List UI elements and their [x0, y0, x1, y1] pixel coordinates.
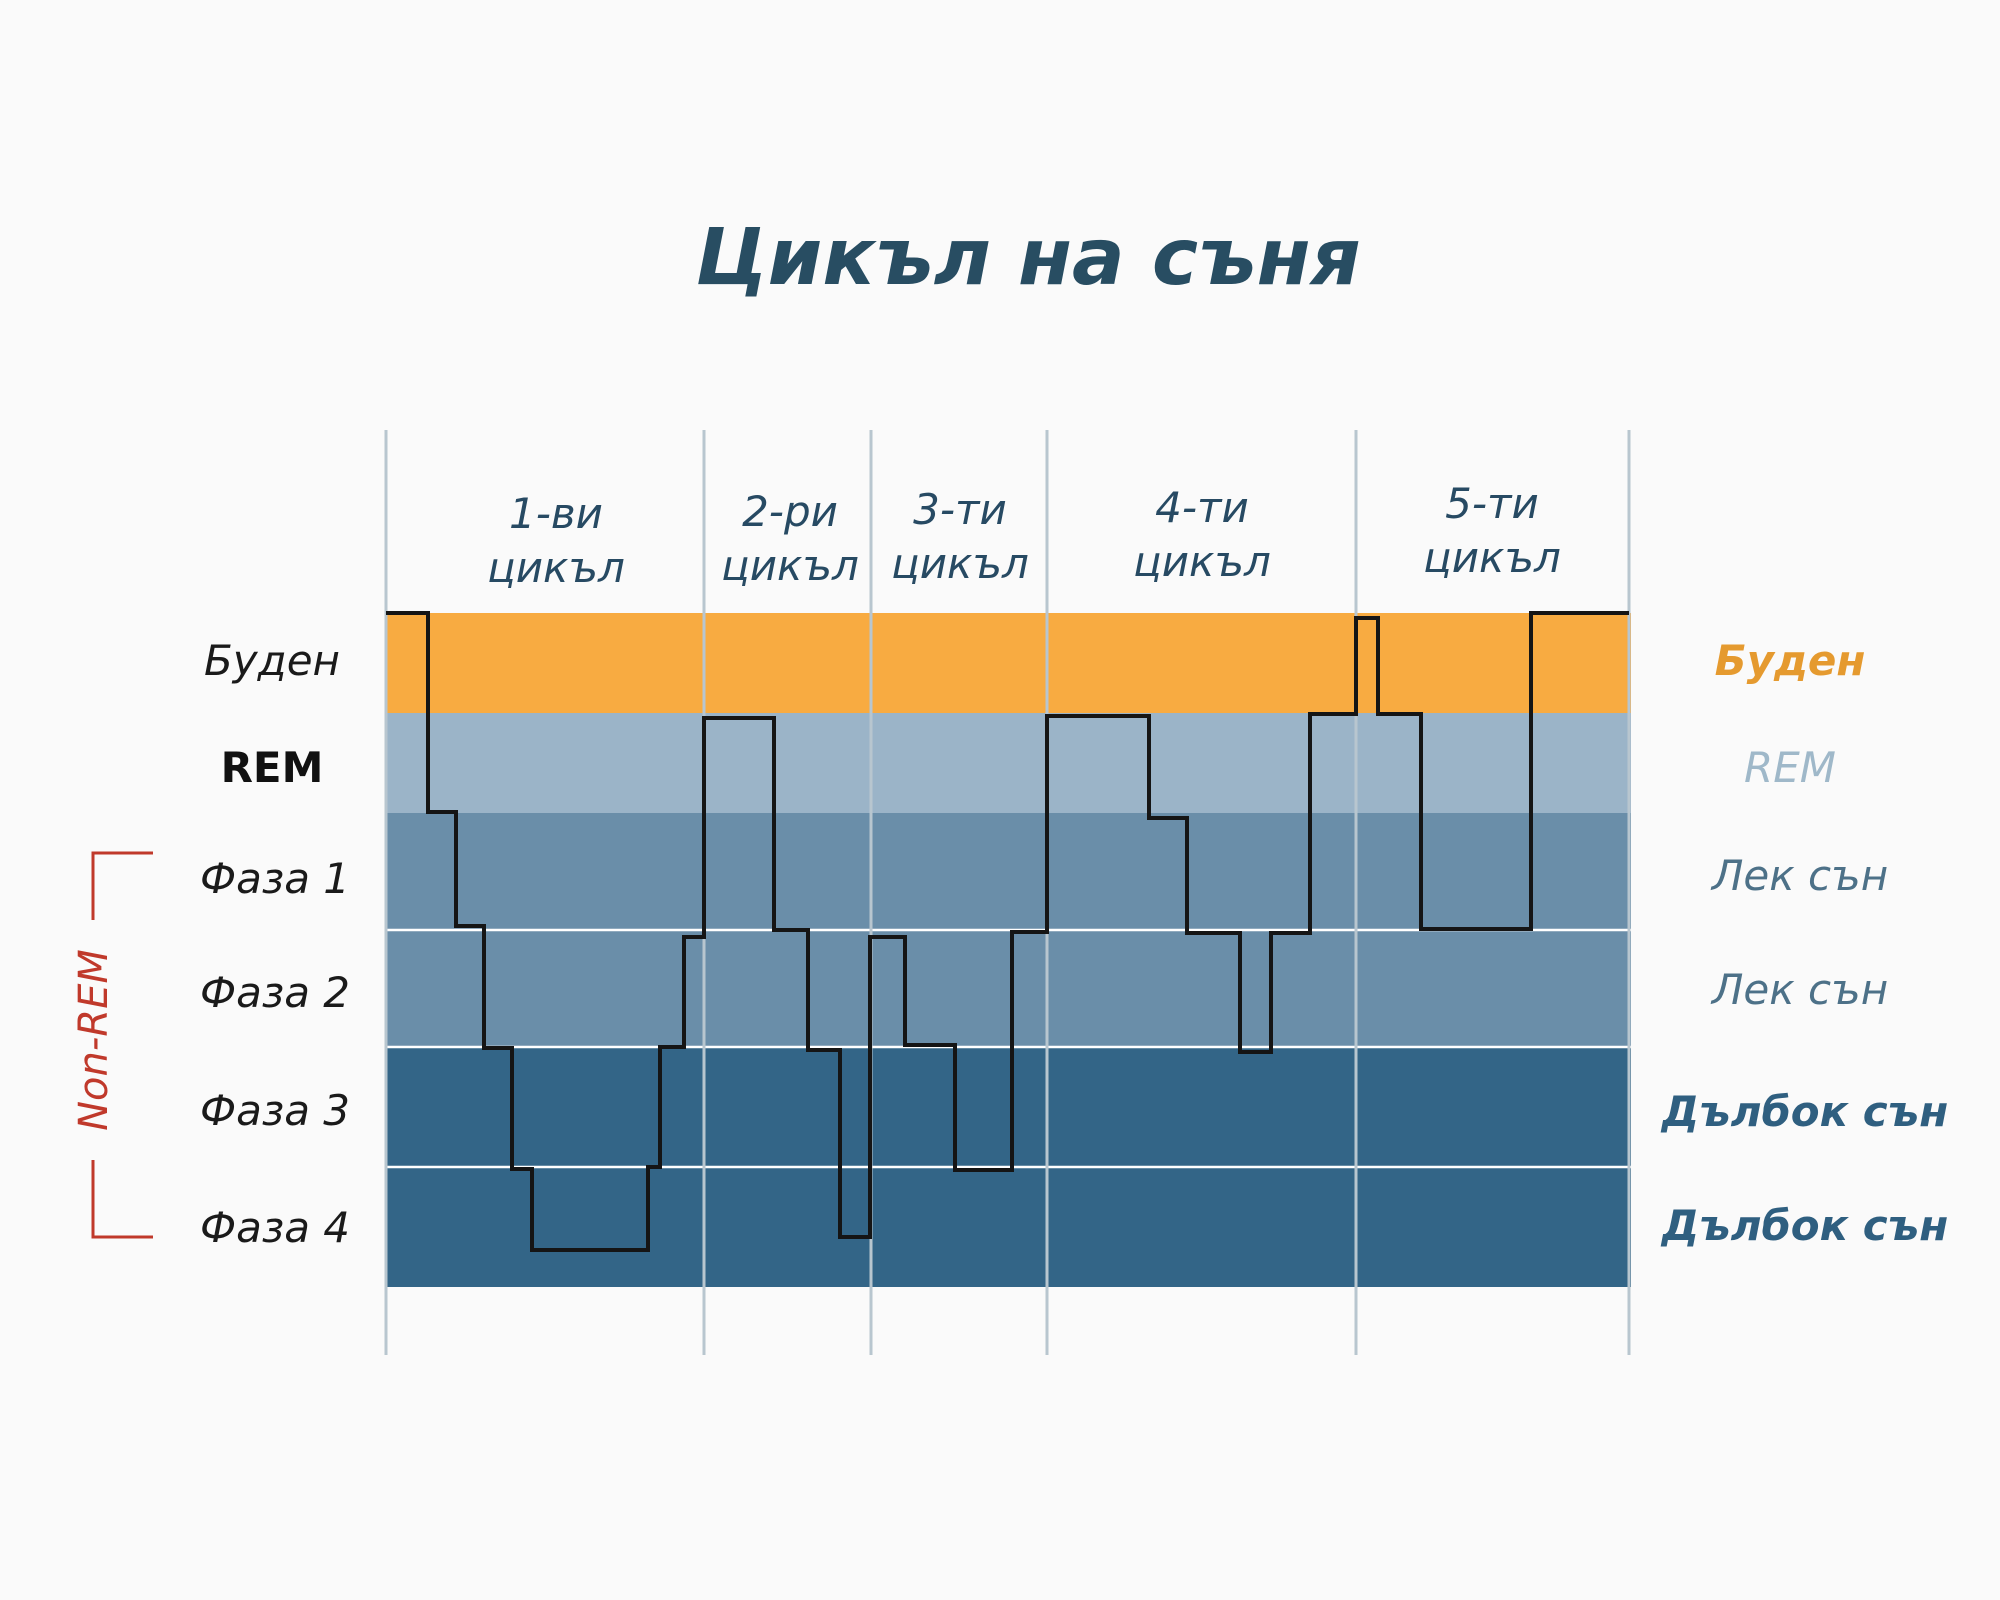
cycle-1-label-line1: 1-ви	[509, 489, 603, 538]
band-awake	[386, 613, 1631, 713]
band-rem	[386, 713, 1631, 813]
hypnogram-line	[386, 611, 1629, 1252]
page-title: Цикъл на съня	[695, 213, 1360, 303]
right-label-awake: Буден	[1715, 636, 1866, 685]
band-stage-3	[386, 1047, 1631, 1167]
cycle-4-label-line2: цикъл	[1133, 537, 1271, 586]
cycle-5-label-line1: 5-ти	[1445, 479, 1539, 528]
left-label-stage-4: Фаза 4	[200, 1203, 350, 1252]
cycle-3-label-line2: цикъл	[891, 539, 1029, 588]
right-label-rem: REM	[1744, 743, 1836, 792]
right-label-stage-1: Лек сън	[1710, 851, 1888, 900]
cycle-3-label-line1: 3-ти	[913, 485, 1007, 534]
right-label-stage-2: Лек сън	[1710, 965, 1888, 1014]
left-stage-labels: Буден REM Фаза 1 Фаза 2 Фаза 3 Фаза 4	[200, 636, 350, 1252]
left-label-stage-2: Фаза 2	[200, 968, 350, 1017]
stage-bands	[386, 613, 1631, 1287]
right-stage-labels: Буден REM Лек сън Лек сън Дълбок сън Дъл…	[1660, 636, 1949, 1250]
left-label-stage-3: Фаза 3	[200, 1086, 350, 1135]
cycle-2-label-line2: цикъл	[721, 541, 859, 590]
left-label-stage-1: Фаза 1	[200, 854, 350, 903]
cycle-2-label-line1: 2-ри	[742, 487, 838, 536]
bracket-top-line	[91, 851, 153, 920]
cycle-labels: 1-ви цикъл 2-ри цикъл 3-ти цикъл 4-ти ци…	[487, 479, 1561, 592]
band-stage-2	[386, 930, 1631, 1047]
bracket-bottom-line	[91, 1160, 153, 1239]
cycle-1-label-line2: цикъл	[487, 543, 625, 592]
right-label-stage-4: Дълбок сън	[1660, 1201, 1949, 1250]
right-label-stage-3: Дълбок сън	[1660, 1087, 1949, 1136]
cycle-4-label-line1: 4-ти	[1155, 483, 1249, 532]
left-label-rem: REM	[221, 743, 324, 792]
non-rem-label: Non-REM	[71, 949, 117, 1131]
band-stage-1	[386, 813, 1631, 930]
band-stage-4	[386, 1167, 1631, 1287]
non-rem-bracket: Non-REM	[71, 851, 153, 1239]
cycle-5-label-line2: цикъл	[1423, 533, 1561, 582]
left-label-awake: Буден	[204, 636, 340, 685]
